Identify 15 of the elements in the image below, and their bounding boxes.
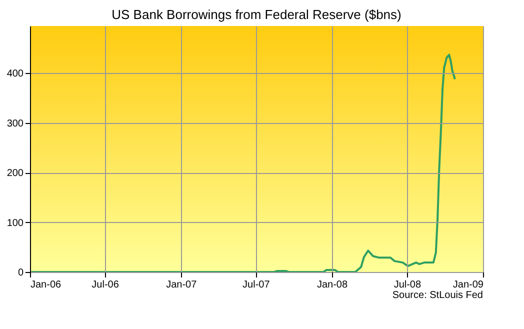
x-tick-label: Jul-07 (242, 280, 270, 290)
y-tick-label: 300 (6, 118, 24, 130)
chart-title: US Bank Borrowings from Federal Reserve ($bns) (112, 7, 402, 22)
y-tick-label: 400 (6, 68, 24, 80)
x-tick-label: Jan-09 (452, 280, 484, 290)
y-tick-label: 100 (6, 218, 24, 229)
line-series (30, 54, 456, 272)
x-tick-label: Jan-07 (166, 280, 198, 290)
x-tick-label: Jul-08 (394, 280, 422, 290)
source-note: Source: StLouis Fed (392, 290, 483, 301)
x-tick-label: Jul-06 (92, 280, 120, 290)
x-tick-label: Jan-06 (30, 280, 62, 290)
y-tick-label: 200 (6, 168, 24, 180)
y-tick-label: 0 (18, 268, 24, 278)
x-tick-label: Jan-08 (316, 280, 348, 290)
